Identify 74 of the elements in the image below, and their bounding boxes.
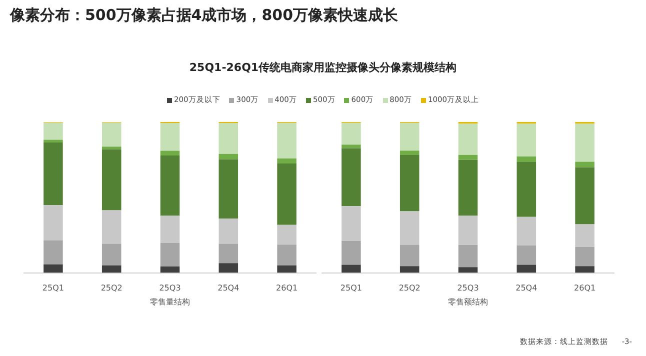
bar <box>342 148 361 206</box>
x-tick-label: 25Q1 <box>340 284 362 293</box>
bar <box>400 266 420 273</box>
bar <box>218 263 238 273</box>
bar <box>160 242 180 266</box>
bar <box>458 267 478 273</box>
bar <box>102 265 122 273</box>
bar <box>342 206 361 241</box>
bar <box>160 123 180 151</box>
bar <box>575 167 594 224</box>
x-tick-label: 25Q2 <box>398 284 420 293</box>
bar <box>277 265 296 273</box>
x-tick-label: 25Q1 <box>42 284 64 293</box>
bar <box>160 266 180 273</box>
bar <box>458 160 478 216</box>
bar <box>400 211 420 245</box>
bar <box>160 155 180 216</box>
bar <box>277 244 296 266</box>
bar <box>342 122 361 145</box>
bar <box>516 162 536 217</box>
x-tick-label: 25Q2 <box>100 284 122 293</box>
bar <box>277 122 296 158</box>
bar <box>342 144 361 148</box>
x-tick-label: 25Q4 <box>516 284 538 293</box>
bar <box>44 264 63 273</box>
chart-subtitle: 25Q1-26Q1传统电商家用监控摄像头分像素规模结构 <box>188 60 458 75</box>
bar <box>342 264 361 273</box>
bar <box>400 244 420 266</box>
x-tick-label: 25Q3 <box>457 284 479 293</box>
bar <box>516 264 536 273</box>
bar <box>277 158 296 164</box>
bar <box>575 247 594 266</box>
bar <box>160 216 180 243</box>
chart-title: 像素分布：500万像素占据4成市场，800万像素快速成长 <box>10 6 398 25</box>
x-tick-label: 26Q1 <box>574 284 596 293</box>
bar <box>575 124 594 162</box>
bar <box>218 159 238 219</box>
bar <box>218 218 238 244</box>
x-axis-title: 零售量结构 <box>150 297 190 306</box>
bar <box>102 244 122 266</box>
bar <box>160 150 180 156</box>
x-tick-label: 25Q4 <box>218 284 240 293</box>
bar <box>102 210 122 244</box>
bar <box>102 122 122 147</box>
bar <box>44 240 63 264</box>
bar <box>277 163 296 225</box>
bar <box>218 244 238 264</box>
bar <box>458 154 478 160</box>
bar <box>400 150 420 156</box>
bar <box>218 154 238 160</box>
bar <box>102 149 122 210</box>
bar <box>516 156 536 162</box>
bar <box>516 245 536 265</box>
bar <box>516 216 536 246</box>
bar <box>575 162 594 168</box>
bar <box>277 224 296 245</box>
bar <box>400 155 420 212</box>
bar <box>44 142 63 206</box>
bar <box>44 122 63 140</box>
x-tick-label: 25Q3 <box>159 284 181 293</box>
bar <box>44 205 63 240</box>
bar <box>102 146 122 150</box>
bar <box>458 124 478 155</box>
x-axis-title: 零售额结构 <box>448 297 488 306</box>
bar <box>342 240 361 265</box>
bar <box>458 216 478 245</box>
bar <box>458 244 478 268</box>
bar <box>218 123 238 154</box>
bar <box>575 266 594 273</box>
bar <box>516 124 536 157</box>
bar <box>575 224 594 248</box>
x-tick-label: 26Q1 <box>276 284 298 293</box>
bar <box>44 140 63 143</box>
bar <box>400 122 420 151</box>
